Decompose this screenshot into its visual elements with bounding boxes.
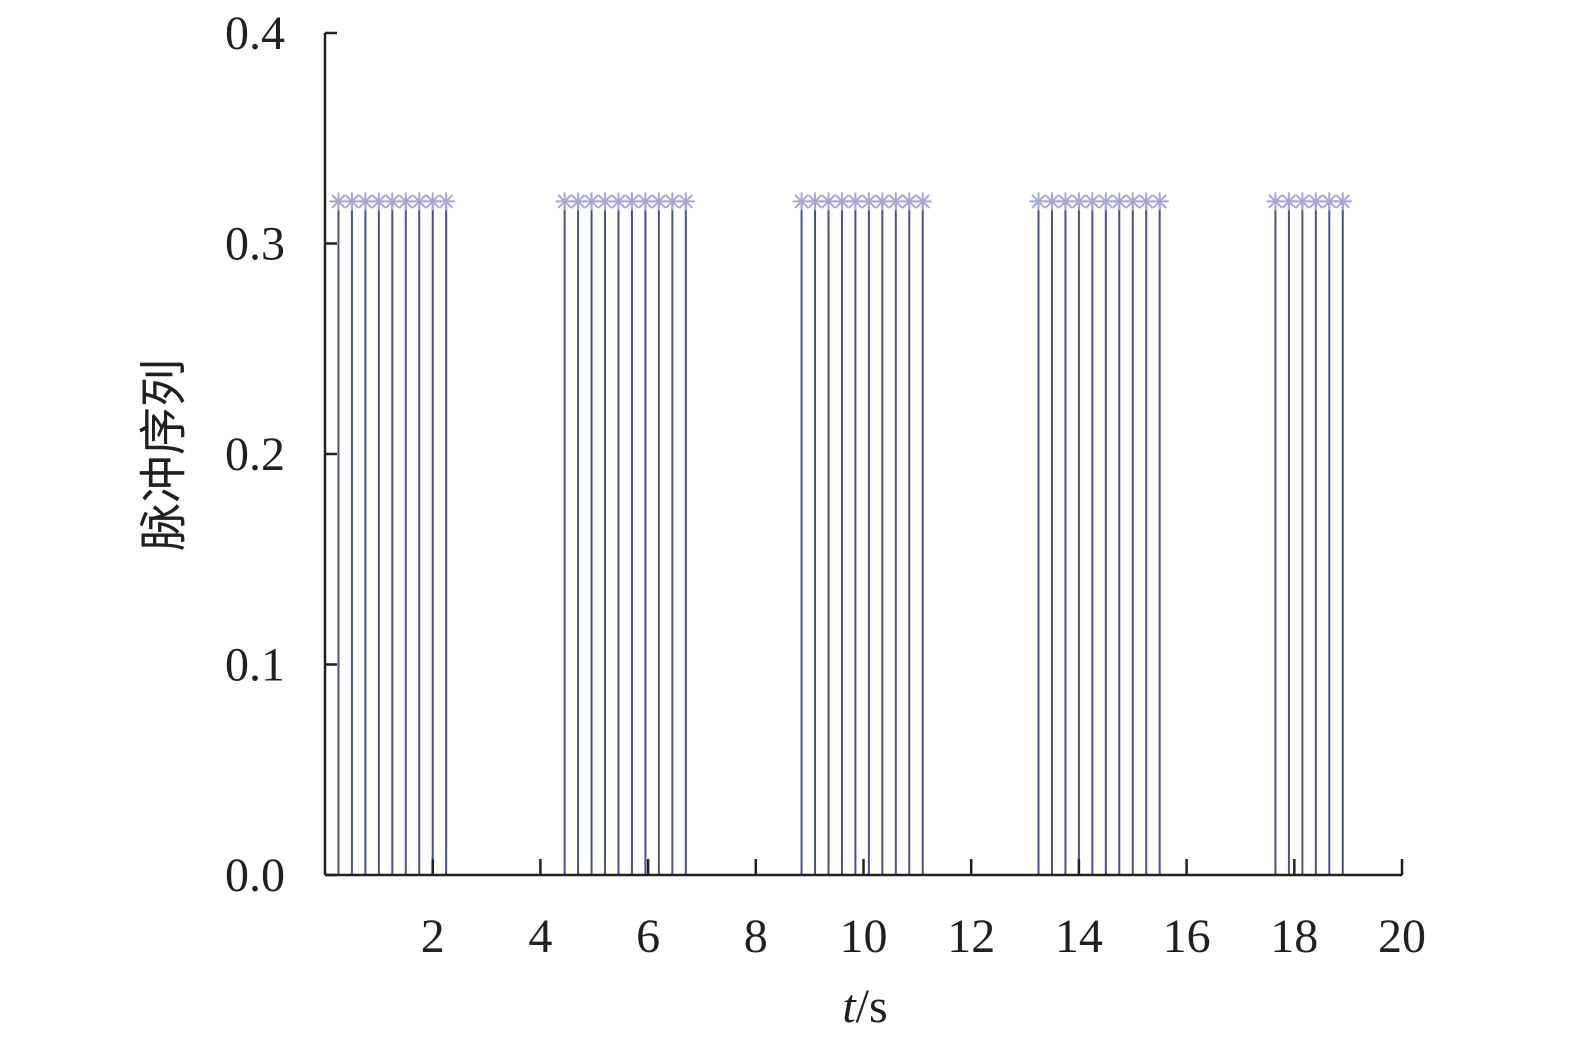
x-tick-label: 16 [1163,910,1211,963]
stem-series [329,192,1352,875]
x-tick-label: 4 [528,910,552,963]
stem-marker [342,192,361,211]
stem-marker [1096,192,1115,211]
y-tick-label: 0.3 [225,218,285,271]
axes [323,33,1402,877]
stem-marker [819,192,838,211]
stem-marker [1137,192,1156,211]
x-tick-label: 14 [1055,910,1103,963]
stem-marker [859,192,878,211]
x-ticks: 2 4 6 8 10 12 14 16 18 20 [421,859,1426,963]
y-ticks: 0.0 0.1 0.2 0.3 0.4 [225,7,337,902]
stem-marker [1110,192,1129,211]
stem-marker [1056,192,1075,211]
stem-marker [1042,192,1061,211]
y-tick-label: 0.0 [225,849,285,902]
x-tick-label: 10 [840,910,888,963]
x-tick-label: 8 [744,910,768,963]
stem-marker [423,192,442,211]
x-tick-label: 18 [1270,910,1318,963]
x-tick-label: 2 [421,910,445,963]
x-tick-label: 20 [1378,910,1426,963]
stem-marker [846,192,865,211]
stem-marker [1150,192,1169,211]
x-axis-variable: t [842,980,857,1033]
x-axis-unit: /s [856,980,888,1033]
x-tick-label: 6 [636,910,660,963]
stem-marker [676,192,695,211]
stem-marker [1306,192,1325,211]
stem-marker [437,192,456,211]
x-tick-label: 12 [947,910,995,963]
stem-marker [410,192,429,211]
x-axis-title: t/s [842,980,887,1033]
stem-marker [806,192,825,211]
y-tick-label: 0.4 [225,7,285,60]
y-tick-label: 0.1 [225,639,285,692]
y-axis-title: 脉冲序列 [138,359,191,551]
stem-marker [1333,192,1352,211]
y-tick-label: 0.2 [225,428,285,481]
stem-marker [913,192,932,211]
